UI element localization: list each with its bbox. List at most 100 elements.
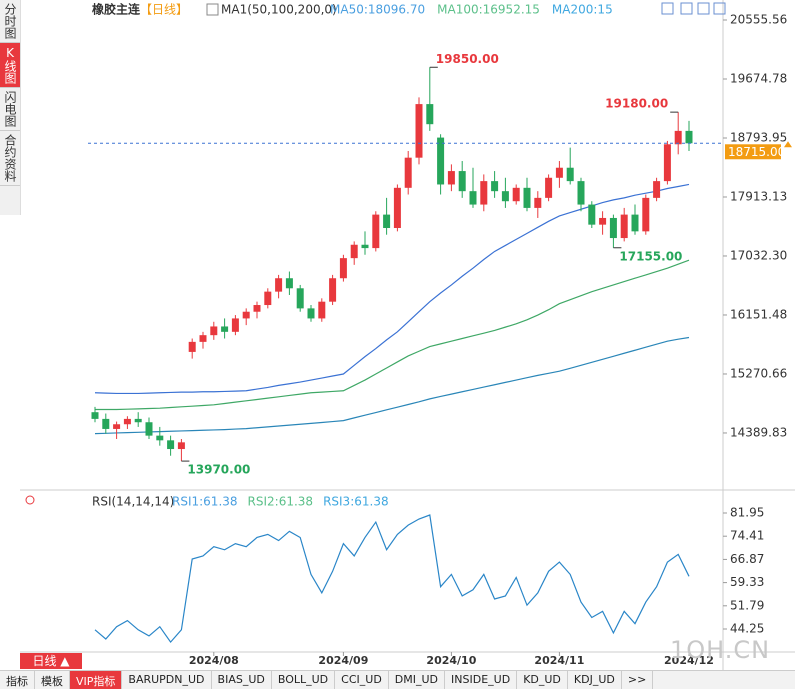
footer-tab[interactable]: CCI_UD [335, 671, 389, 689]
candle-body [566, 167, 574, 182]
candle-body [231, 318, 239, 332]
footer-tab[interactable]: INSIDE_UD [445, 671, 518, 689]
icon[interactable] [25, 495, 35, 505]
candle-body [501, 191, 509, 202]
candle-body [545, 177, 553, 198]
last-price-arrow [784, 141, 792, 148]
rsi-title: RSI(14,14,14) [92, 495, 174, 509]
x-tick-label: 2024/10 [426, 654, 476, 667]
rsi-line [94, 514, 690, 644]
candle-body [523, 187, 531, 208]
candle-body [329, 278, 337, 302]
candle-body [491, 181, 499, 192]
footer-tab[interactable]: VIP指标 [70, 671, 123, 689]
candle-body [113, 424, 121, 429]
candle-body [285, 278, 293, 289]
candle-body [102, 418, 110, 429]
ma-line [95, 259, 690, 411]
candle-body [599, 217, 607, 225]
candle-body [663, 144, 671, 182]
candle-body [296, 288, 304, 309]
ma-line [94, 336, 690, 435]
footer-tab[interactable]: KD_UD [517, 671, 568, 689]
candle-body [188, 341, 196, 352]
icon[interactable] [697, 2, 710, 15]
y-tick-label: 74.41 [730, 529, 764, 543]
x-tick-label: 2024/09 [318, 654, 368, 667]
candle-body [620, 214, 628, 239]
candle-body [631, 214, 639, 232]
footer-tab[interactable]: BOLL_UD [272, 671, 336, 689]
footer-tab[interactable]: 模板 [35, 671, 70, 689]
footer-tab[interactable]: BARUPDN_UD [122, 671, 212, 689]
y-tick-label: 14389.83 [730, 425, 787, 439]
candle-body [350, 244, 358, 259]
candle-body [264, 291, 272, 306]
y-tick-label: 15270.66 [730, 366, 787, 380]
candle-body [210, 326, 218, 336]
candle-body [555, 167, 563, 178]
x-tick-label: 2024/11 [534, 654, 584, 667]
tab[interactable]: 合约资料 [0, 131, 20, 186]
symbol: 橡胶主连 [92, 2, 141, 17]
candle-body [221, 326, 229, 332]
candle-body [383, 214, 391, 229]
candle-body [447, 171, 455, 185]
tab[interactable]: K线图 [0, 43, 20, 88]
candle-body [242, 311, 250, 319]
footer-tab[interactable]: 指标 [0, 671, 35, 689]
icon[interactable] [713, 2, 726, 15]
candle-body [275, 278, 283, 292]
footer-tab[interactable]: BIAS_UD [212, 671, 272, 689]
footer-tab[interactable]: KDJ_UD [568, 671, 622, 689]
period-button[interactable]: 日线 ▲ [20, 653, 82, 669]
legend-entry: RSI2:61.38 [248, 495, 314, 509]
legend-entry: MA50:18096.70 [330, 3, 425, 17]
candle-body [372, 214, 380, 249]
candle-body [167, 440, 175, 450]
tab[interactable]: 闪电图 [0, 88, 20, 131]
candle-body [480, 181, 488, 205]
icon[interactable] [661, 2, 674, 15]
y-tick-label: 19674.78 [730, 71, 787, 85]
icon[interactable] [680, 2, 693, 15]
footer-tab[interactable]: DMI_UD [389, 671, 446, 689]
last-price-box [725, 144, 781, 160]
candle-body [361, 244, 369, 249]
candle-body [123, 418, 131, 425]
icon[interactable] [206, 3, 219, 16]
indicator: MA1(50,100,200,0) [221, 3, 337, 17]
candle-body [588, 204, 596, 225]
y-tick-label: 20555.56 [730, 13, 787, 27]
window-icons [661, 2, 726, 15]
last-price-label: 18715.00 [728, 145, 785, 159]
annotation-label: 17155.00 [619, 249, 682, 263]
footer-tabs: 指标 模板 VIP指标 BARUPDN_UD BIAS_UD BOLL_UD CCI_UD D… [0, 670, 795, 689]
legend-entry: RSI1:61.38 [172, 495, 238, 509]
candle-body [426, 104, 434, 125]
candle-body [177, 442, 185, 450]
footer-tab[interactable]: >> [622, 671, 654, 689]
candle-body [642, 197, 650, 232]
tab[interactable]: 分时图 [0, 0, 20, 43]
candle-body [91, 412, 99, 419]
candle-body [134, 418, 142, 423]
sidebar: 分时图 K线图 闪电图 合约资料 [0, 0, 21, 215]
y-tick-label: 59.33 [730, 575, 764, 589]
candle-body [512, 187, 520, 202]
watermark: 1OH.CN [670, 636, 771, 664]
y-tick-label: 18793.95 [730, 130, 787, 144]
candle-body [393, 187, 401, 229]
y-tick-label: 66.87 [730, 552, 764, 566]
candle-body [145, 422, 153, 436]
period: 【日线】 [140, 3, 188, 17]
candle-body [609, 217, 617, 239]
candle-body [339, 258, 347, 279]
annotation-label: 19850.00 [436, 52, 499, 66]
x-tick-label: 2024/12 [664, 654, 714, 667]
x-tick-label: 2024/08 [189, 654, 239, 667]
candle-body [199, 335, 207, 342]
y-tick-label: 81.95 [730, 506, 764, 520]
y-tick-label: 44.25 [730, 622, 764, 636]
